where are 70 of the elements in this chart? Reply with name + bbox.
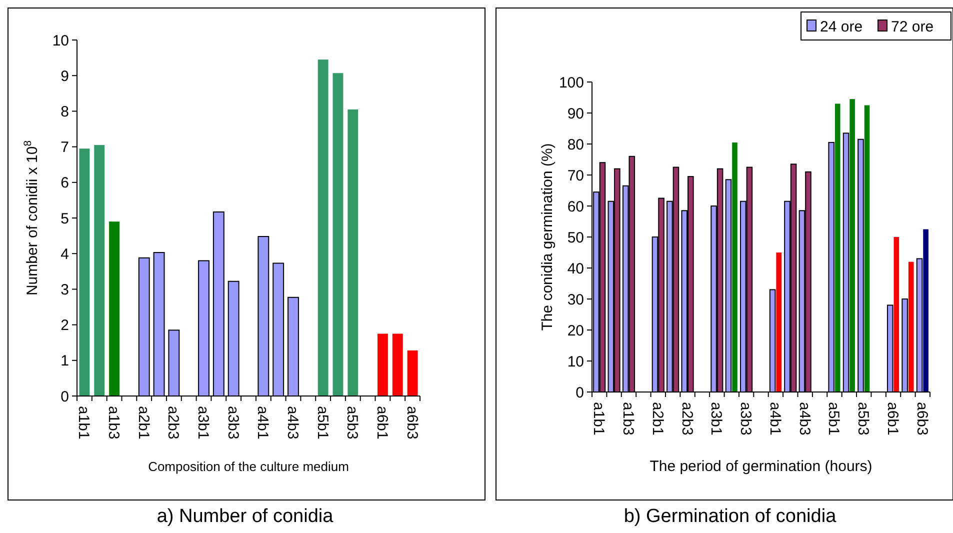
- y-tick-label: 0: [576, 384, 584, 402]
- x-tick-label: a3b3: [737, 402, 754, 436]
- bar: [864, 105, 870, 392]
- y-tick-label: 90: [567, 105, 584, 122]
- y-tick-label: 6: [60, 174, 69, 192]
- y-tick-label: 30: [567, 291, 584, 308]
- bar: [79, 148, 90, 396]
- x-tick-label: a3b1: [194, 406, 212, 440]
- bar: [732, 142, 738, 392]
- x-tick-label: a2b1: [648, 402, 666, 436]
- y-tick-label: 10: [52, 32, 69, 50]
- x-axis-title: Composition of the culture medium: [148, 459, 349, 474]
- x-tick-label: a5b3: [854, 402, 872, 436]
- y-tick-label: 2: [60, 317, 69, 334]
- x-axis-title: The period of germination (hours): [650, 458, 872, 475]
- y-tick-label: 8: [60, 103, 69, 120]
- x-tick-label: a3b1: [708, 402, 725, 436]
- x-tick-label: a1b1: [590, 402, 608, 436]
- bar: [908, 262, 914, 392]
- legend-label: 72 ore: [891, 18, 934, 36]
- y-tick-label: 7: [60, 139, 69, 156]
- x-tick-label: a2b3: [678, 402, 696, 436]
- y-tick-label: 70: [567, 167, 584, 184]
- bar: [407, 350, 418, 396]
- text: a) Number of conidia: [156, 506, 334, 527]
- y-axis-title: The conidia germination (%): [539, 143, 556, 331]
- x-tick-label: a6b1: [373, 406, 390, 440]
- y-tick-label: 80: [567, 136, 584, 154]
- y-tick-label: 100: [558, 74, 584, 92]
- x-tick-label: a5b1: [314, 406, 331, 440]
- bar: [318, 60, 328, 396]
- x-tick-label: a6b1: [884, 402, 902, 436]
- legend-label: 24 ore: [820, 18, 863, 36]
- y-tick-label: 0: [60, 388, 69, 406]
- x-tick-label: a1b3: [619, 402, 636, 436]
- bar: [776, 252, 782, 392]
- bar: [94, 145, 105, 396]
- y-tick-label: 4: [60, 246, 69, 263]
- x-tick-label: a4b3: [284, 406, 301, 440]
- text: b) Germination of conidia: [624, 506, 837, 527]
- bar: [923, 229, 928, 392]
- bar: [894, 237, 900, 392]
- x-tick-label: a4b1: [254, 406, 272, 440]
- bar: [109, 222, 120, 396]
- x-tick-label: a2b1: [134, 406, 152, 440]
- y-tick-label: 10: [567, 353, 584, 370]
- x-tick-label: a2b3: [164, 406, 182, 440]
- x-tick-label: a5b1: [825, 402, 842, 436]
- x-tick-label: a4b1: [766, 402, 784, 436]
- y-tick-label: 5: [60, 210, 69, 228]
- x-tick-label: a3b3: [224, 406, 242, 440]
- bar: [392, 334, 403, 396]
- x-tick-label: a6b3: [913, 402, 930, 436]
- y-tick-label: 9: [60, 68, 69, 85]
- y-tick-label: 50: [567, 229, 584, 246]
- bar: [332, 73, 344, 396]
- y-tick-label: 3: [60, 281, 69, 298]
- bar: [348, 109, 358, 396]
- x-tick-label: a6b3: [403, 406, 420, 440]
- y-tick-label: 1: [60, 352, 69, 370]
- y-tick-label: 40: [567, 260, 584, 278]
- x-tick-label: a5b3: [344, 406, 361, 440]
- y-tick-label: 20: [567, 322, 584, 340]
- x-tick-label: a1b1: [75, 406, 92, 440]
- bar: [834, 104, 840, 392]
- bar: [850, 99, 855, 392]
- bar: [378, 334, 388, 396]
- x-tick-label: a1b3: [105, 406, 122, 440]
- x-tick-label: a4b3: [796, 402, 813, 436]
- y-tick-label: 60: [567, 198, 584, 216]
